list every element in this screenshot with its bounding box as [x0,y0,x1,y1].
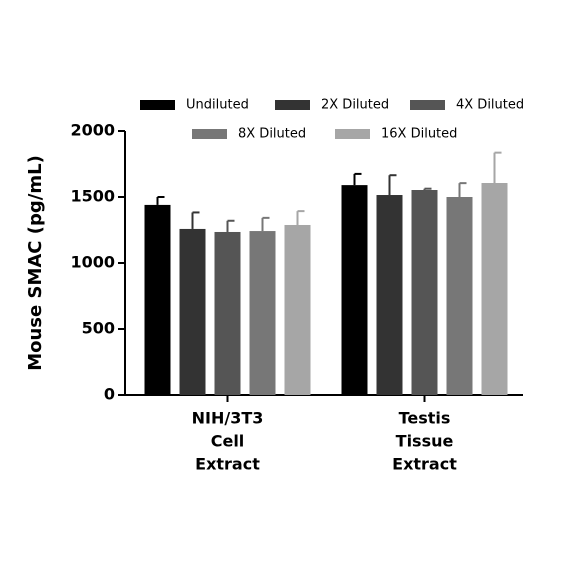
x-tick-label: Cell [211,432,245,451]
y-tick-label: 500 [82,319,115,338]
y-axis-title: Mouse SMAC (pg/mL) [25,155,46,371]
bar [249,231,276,395]
legend-label: 8X Diluted [238,127,306,142]
legend-swatch [335,129,370,139]
x-tick-label: Tissue [396,432,454,451]
x-tick-label: Extract [392,455,457,474]
y-tick-label: 1500 [70,187,115,206]
legend-label: 4X Diluted [456,98,524,113]
y-tick-label: 1000 [70,253,115,272]
legend-label: Undiluted [186,98,249,113]
bar [144,204,171,395]
bar [481,183,508,395]
y-tick-label: 2000 [70,121,115,140]
legend-label: 2X Diluted [321,98,389,113]
legend-swatch [410,100,445,110]
bar [446,197,473,395]
bar [179,228,206,395]
x-tick-label: Testis [399,409,451,428]
bar [284,224,311,395]
bar [376,195,403,395]
x-tick-label: Extract [195,455,260,474]
y-tick-label: 0 [104,385,115,404]
bar [411,190,438,395]
legend-swatch [192,129,227,139]
legend-swatch [140,100,175,110]
legend-swatch [275,100,310,110]
x-tick-label: NIH/3T3 [192,409,264,428]
bar [341,185,368,395]
legend-label: 16X Diluted [381,127,457,142]
bar [214,231,241,395]
